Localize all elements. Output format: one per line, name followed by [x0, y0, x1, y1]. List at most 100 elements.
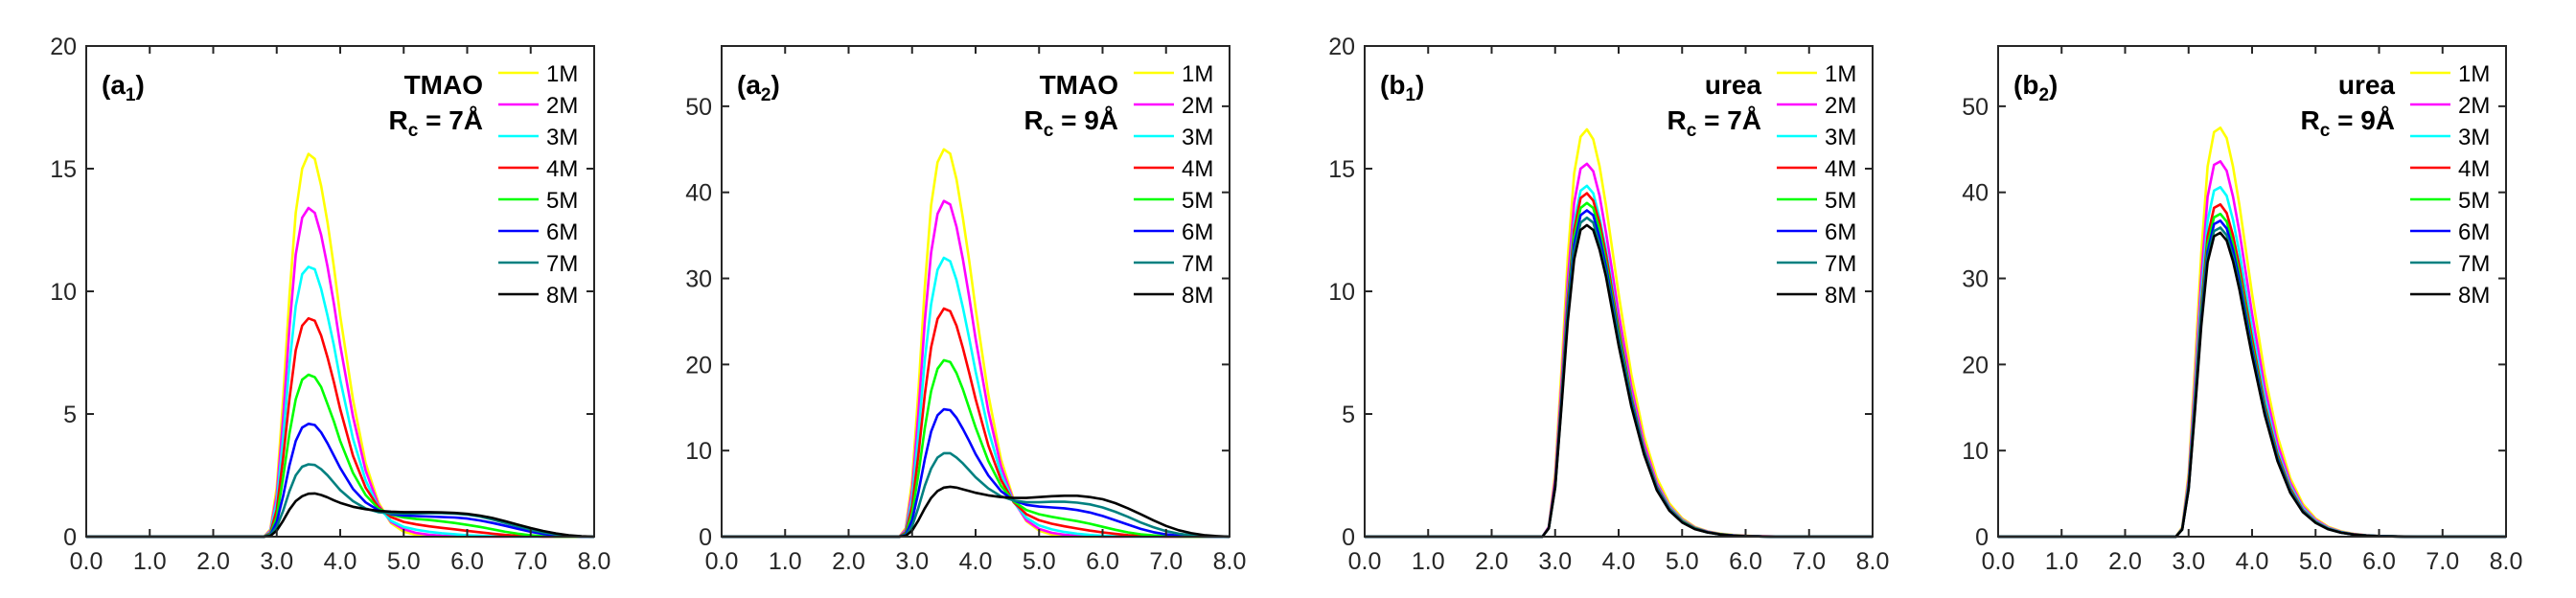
legend-label-6M: 6M [2458, 219, 2490, 245]
series-line-7M [722, 451, 1230, 539]
legend-label-3M: 3M [1182, 125, 1213, 150]
legend-label-4M: 4M [1825, 156, 1856, 182]
legend-label-7M: 7M [2458, 251, 2490, 277]
y-tick-label: 30 [685, 266, 712, 293]
x-tick-label: 7.0 [1792, 548, 1826, 575]
legend-label-8M: 8M [1182, 283, 1213, 309]
legend-label-1M: 1M [546, 61, 578, 87]
x-tick-label: 4.0 [1602, 548, 1636, 575]
y-tick-label: 20 [50, 34, 77, 60]
x-tick-label: 2.0 [832, 548, 865, 575]
x-tick-label: 7.0 [514, 548, 547, 575]
legend-label-2M: 2M [1825, 93, 1856, 119]
x-tick-label: 5.0 [387, 548, 421, 575]
x-tick-label: 1.0 [2045, 548, 2079, 575]
legend-label-6M: 6M [1182, 219, 1213, 245]
legend-label-3M: 3M [546, 125, 578, 150]
legend-label-7M: 7M [1182, 251, 1213, 277]
x-tick-label: 4.0 [324, 548, 357, 575]
legend-label-3M: 3M [2458, 125, 2490, 150]
x-tick-label: 5.0 [2299, 548, 2333, 575]
x-tick-label: 4.0 [2236, 548, 2269, 575]
x-tick-label: 6.0 [450, 548, 484, 575]
y-tick-label: 15 [50, 156, 77, 183]
rc-label: Rc = 7Å [388, 105, 483, 141]
plot-area [722, 46, 1230, 537]
x-tick-label: 3.0 [895, 548, 929, 575]
x-tick-label: 3.0 [1538, 548, 1572, 575]
x-tick-label: 1.0 [769, 548, 802, 575]
legend-label-2M: 2M [2458, 93, 2490, 119]
y-tick-label: 5 [1342, 402, 1355, 428]
legend: 1M 2M 3M 4M 5M 6M 7M 8M [2410, 61, 2490, 309]
rc-label: Rc = 7Å [1667, 105, 1761, 141]
y-tick-label: 5 [63, 402, 77, 428]
panel-label: (b2) [2013, 70, 2058, 105]
panel-a2: 0.0 1.0 2.0 3.0 4.0 5.0 6.0 7.0 8.0 0 10 20 30 40 50 (a… [685, 45, 1247, 575]
x-tick-label: 2.0 [2108, 548, 2142, 575]
x-tick-label: 0.0 [70, 548, 104, 575]
legend-label-1M: 1M [2458, 61, 2490, 87]
legend-label-2M: 2M [1182, 93, 1213, 119]
y-tick-label: 0 [1342, 524, 1355, 551]
legend-label-5M: 5M [1182, 188, 1213, 214]
legend-label-4M: 4M [2458, 156, 2490, 182]
series-line-8M [722, 485, 1230, 539]
solute-label: urea [1705, 70, 1762, 100]
series-line-8M [86, 492, 595, 539]
x-tick-label: 4.0 [959, 548, 993, 575]
x-tick-label: 1.0 [133, 548, 167, 575]
legend-label-3M: 3M [1825, 125, 1856, 150]
legend-label-4M: 4M [1182, 156, 1213, 182]
y-tick-label: 10 [1962, 438, 1989, 465]
rc-label: Rc = 9Å [2300, 105, 2395, 141]
y-tick-label: 50 [1962, 94, 1989, 121]
x-tick-label: 8.0 [1856, 548, 1890, 575]
x-tick-label: 5.0 [1023, 548, 1056, 575]
legend-label-8M: 8M [2458, 283, 2490, 309]
x-tick-label: 5.0 [1666, 548, 1699, 575]
x-tick-label: 7.0 [1149, 548, 1183, 575]
x-tick-label: 0.0 [1982, 548, 2015, 575]
x-tick-label: 6.0 [2362, 548, 2396, 575]
legend-label-1M: 1M [1182, 61, 1213, 87]
x-tick-label: 8.0 [1213, 548, 1247, 575]
legend-label-6M: 6M [546, 219, 578, 245]
x-tick-label: 8.0 [2490, 548, 2523, 575]
panel-a1: 0.0 1.0 2.0 3.0 4.0 5.0 6.0 7.0 8.0 0 5 10 15 20 (a1) T… [50, 34, 610, 575]
panel-b2: 0.0 1.0 2.0 3.0 4.0 5.0 6.0 7.0 8.0 0 10 20 30 40 50 (b… [1962, 45, 2523, 575]
y-tick-label: 15 [1328, 156, 1355, 183]
legend-label-7M: 7M [546, 251, 578, 277]
legend-label-5M: 5M [1825, 188, 1856, 214]
y-tick-label: 20 [1962, 352, 1989, 379]
x-tick-label: 6.0 [1729, 548, 1762, 575]
legend-label-5M: 5M [546, 188, 578, 214]
series-line-5M [86, 373, 594, 539]
panel-label: (a1) [102, 70, 145, 105]
rc-label: Rc = 9Å [1024, 105, 1118, 141]
solute-label: urea [2338, 70, 2396, 100]
plot-area [86, 46, 594, 537]
y-tick-label: 0 [699, 524, 712, 551]
x-tick-label: 8.0 [578, 548, 611, 575]
legend: 1M 2M 3M 4M 5M 6M 7M 8M [1134, 61, 1213, 309]
x-tick-label: 2.0 [196, 548, 230, 575]
legend-label-2M: 2M [546, 93, 578, 119]
solute-label: TMAO [404, 70, 483, 100]
x-tick-label: 6.0 [1086, 548, 1119, 575]
y-tick-label: 10 [685, 438, 712, 465]
panel-label: (b1) [1380, 70, 1424, 105]
y-tick-label: 20 [1328, 34, 1355, 60]
solute-label: TMAO [1040, 70, 1118, 100]
y-tick-label: 10 [50, 279, 77, 306]
x-tick-label: 0.0 [705, 548, 739, 575]
legend-label-5M: 5M [2458, 188, 2490, 214]
legend: 1M 2M 3M 4M 5M 6M 7M 8M [1777, 61, 1856, 309]
legend-label-6M: 6M [1825, 219, 1856, 245]
y-tick-label: 10 [1328, 279, 1355, 306]
x-tick-label: 2.0 [1475, 548, 1508, 575]
x-tick-label: 0.0 [1348, 548, 1382, 575]
x-tick-label: 3.0 [2172, 548, 2205, 575]
x-tick-label: 7.0 [2426, 548, 2459, 575]
